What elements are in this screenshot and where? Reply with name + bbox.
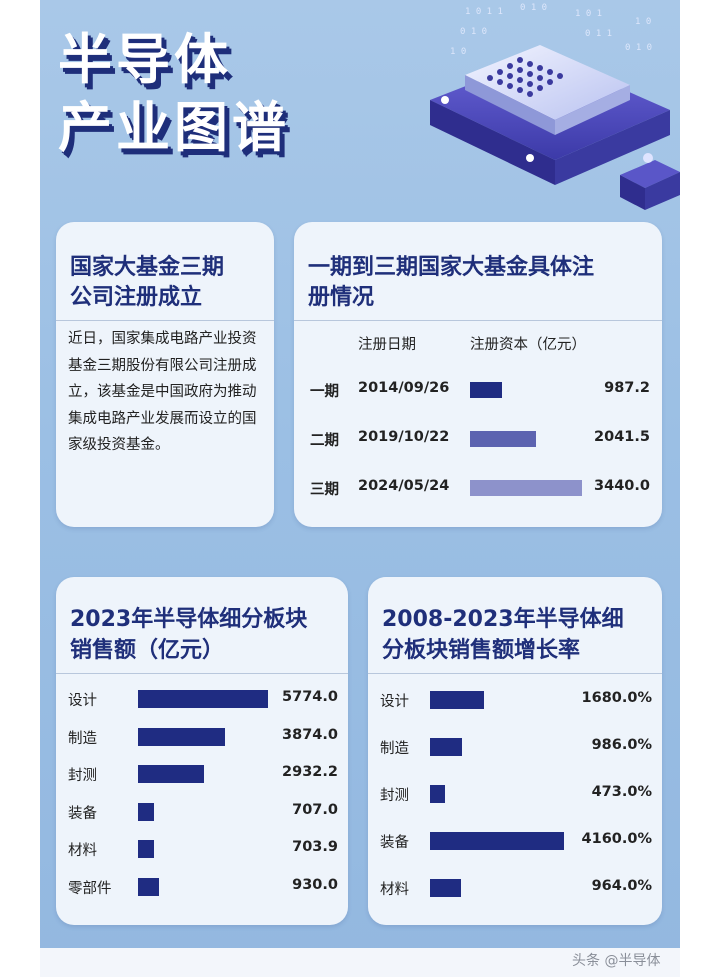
fund-bar [470,480,582,496]
fund-row-phase: 一期 [310,384,339,400]
sales-row-label: 封测 [68,768,97,784]
growth-row-label: 制造 [380,741,409,757]
growth-card-title-line2: 分板块销售额增长率 [382,638,581,663]
svg-text:0 1 1: 0 1 1 [585,29,612,39]
sales-value-label: 5774.0 [282,689,338,705]
fund-row-phase: 二期 [310,433,339,449]
growth-value-label: 473.0% [591,784,652,800]
fund-row-phase: 三期 [310,482,339,498]
growth-card: 2008-2023年半导体细 分板块销售额增长率 设计 1680.0% 制造 986.… [368,577,662,925]
poster-title-line1: 半导体 [58,28,232,91]
news-card-title-line2: 公司注册成立 [70,285,203,310]
watermark: 头条 @半导体 [572,953,661,969]
sales-bar [138,840,154,858]
sales-card-title-line2: 销售额（亿元） [70,638,225,663]
growth-bar [430,691,484,709]
fund-card: 一期到三期国家大基金具体注 册情况 注册日期 注册资本（亿元） 一期 2014/0… [294,222,662,527]
growth-bar [430,832,564,850]
sales-row-label: 设计 [68,693,97,709]
svg-text:0 1 0: 0 1 0 [520,3,547,13]
growth-value-label: 964.0% [591,878,652,894]
fund-bar [470,431,536,447]
sales-row-label: 材料 [68,843,97,859]
sales-bar [138,765,204,783]
sales-bar [138,690,268,708]
growth-bar [430,738,462,756]
fund-value-label: 2041.5 [594,429,650,445]
sales-bar [138,877,159,896]
growth-row-label: 装备 [380,835,409,851]
svg-text:1 0: 1 0 [635,17,651,27]
growth-row-label: 设计 [380,694,409,710]
svg-text:1 0: 1 0 [450,47,466,57]
growth-row-label: 封测 [380,788,409,804]
poster-title-line2: 产业图谱 [58,96,290,159]
sales-value-label: 707.0 [292,801,338,818]
sales-value-label: 2932.2 [282,764,338,780]
fund-header-capital: 注册资本（亿元） [470,337,586,353]
fund-header-date: 注册日期 [358,337,416,353]
news-card: 国家大基金三期 公司注册成立 近日，国家集成电路产业投资基金三期股份有限公司注册… [56,222,274,527]
fund-value-label: 987.2 [604,380,650,396]
sales-value-label: 703.9 [292,839,338,855]
growth-bar [430,785,445,803]
fund-card-divider [294,320,662,321]
sales-card: 2023年半导体细分板块 销售额（亿元） 设计 5774.0 制造 3874.0 封测 2… [56,577,348,925]
growth-card-title-line1: 2008-2023年半导体细 [382,607,624,632]
svg-text:1 0 1: 1 0 1 [575,9,602,19]
svg-text:0 1 0: 0 1 0 [625,43,652,53]
sales-value-label: 3874.0 [282,726,338,743]
sales-row-label: 零部件 [68,880,112,897]
news-card-divider [56,320,274,321]
growth-bar [430,879,461,897]
sales-card-title-line1: 2023年半导体细分板块 [70,607,308,632]
sales-row-label: 装备 [68,805,97,822]
news-card-body: 近日，国家集成电路产业投资基金三期股份有限公司注册成立，该基金是中国政府为推动集… [68,331,257,453]
sales-value-label: 930.0 [292,876,338,893]
growth-value-label: 986.0% [591,737,652,753]
fund-card-title-line1: 一期到三期国家大基金具体注 [308,255,595,280]
fund-row-date: 2024/05/24 [358,478,450,494]
fund-value-label: 3440.0 [594,478,650,494]
growth-value-label: 4160.0% [581,831,652,847]
sales-bar [138,727,225,746]
sales-bar [138,802,154,821]
svg-text:0 1 0: 0 1 0 [460,27,487,37]
news-card-title-line1: 国家大基金三期 [70,255,225,280]
sales-row-label: 制造 [68,730,97,747]
sales-card-divider [56,673,348,674]
fund-bar [470,382,502,398]
fund-row-date: 2014/09/26 [358,380,450,396]
growth-value-label: 1680.0% [581,690,652,706]
growth-row-label: 材料 [380,882,409,898]
growth-card-divider [368,673,662,674]
fund-row-date: 2019/10/22 [358,429,450,445]
fund-card-title-line2: 册情况 [308,285,375,310]
svg-text:1 0 1 1: 1 0 1 1 [465,7,503,17]
bottom-strip [40,948,680,977]
chip-illustration: 1 0 1 1 0 1 0 1 0 1 0 1 0 0 1 1 1 0 1 0 0 1 0 [430,3,680,210]
